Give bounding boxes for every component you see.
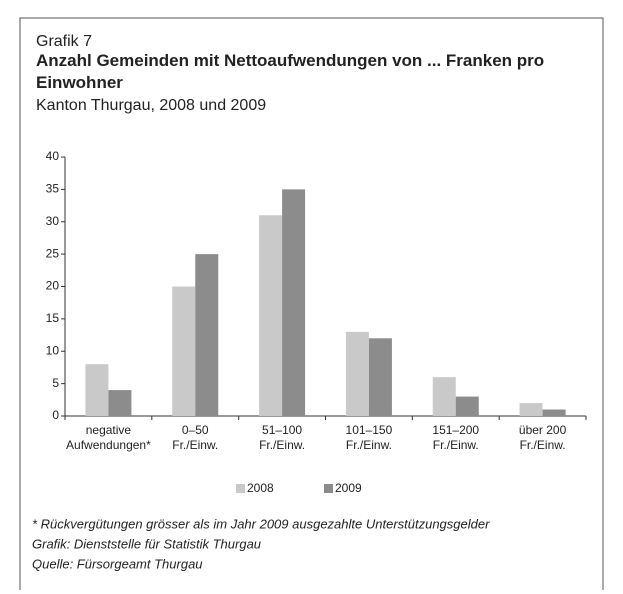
chart-subtitle: Kanton Thurgau, 2008 und 2009 [36, 97, 266, 114]
bar [85, 364, 109, 416]
x-tick-label: 101–150 Fr./Einw. [346, 423, 393, 452]
y-tick-label: 30 [46, 214, 60, 228]
legend-swatch [324, 484, 333, 493]
legend-swatch [236, 484, 245, 493]
bar [368, 338, 392, 416]
bar [455, 396, 479, 416]
y-tick-label: 25 [46, 246, 60, 260]
y-tick-label: 0 [52, 408, 59, 422]
y-tick-label: 5 [52, 376, 59, 390]
footnote: Grafik: Dienststelle für Statistik Thurg… [32, 536, 261, 551]
legend-label: 2009 [335, 481, 362, 495]
chart-title: Anzahl Gemeinden mit Nettoaufwendungen v… [36, 51, 544, 92]
footnote: * Rückvergütungen grösser als im Jahr 20… [32, 516, 490, 531]
bar [259, 215, 283, 416]
x-tick-label: 51–100 Fr./Einw. [259, 423, 305, 452]
y-tick-label: 40 [46, 149, 60, 163]
x-tick-label: über 200 Fr./Einw. [519, 423, 567, 452]
y-tick-label: 15 [46, 311, 60, 325]
bar [195, 254, 219, 416]
bar [432, 377, 456, 416]
bar [542, 409, 566, 416]
chart-label: Grafik 7 [36, 33, 92, 50]
x-tick-label: 0–50 Fr./Einw. [172, 423, 218, 452]
y-tick-label: 35 [46, 182, 60, 196]
x-tick-label: 151–200 Fr./Einw. [432, 423, 479, 452]
bar [172, 286, 196, 416]
footnote: Quelle: Fürsorgeamt Thurgau [32, 556, 203, 571]
bar [282, 189, 306, 416]
bar [345, 331, 369, 416]
y-tick-label: 10 [46, 343, 60, 357]
bar [519, 403, 543, 416]
bar [108, 390, 132, 416]
frame [19, 17, 604, 590]
x-tick-label: negative Aufwendungen* [66, 423, 151, 452]
legend-label: 2008 [247, 481, 274, 495]
y-tick-label: 20 [46, 279, 60, 293]
